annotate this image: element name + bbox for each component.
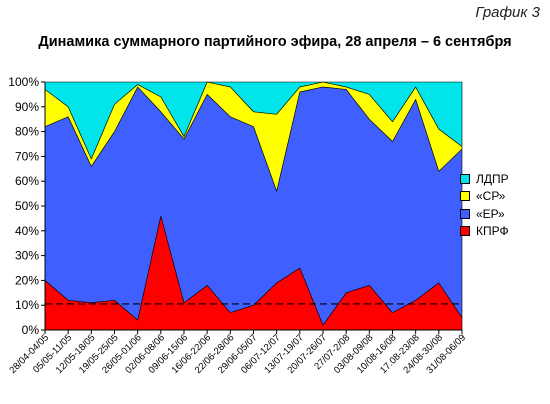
chart-title: Динамика суммарного партийного эфира, 28… [38,34,512,50]
y-tick-label: 10% [15,298,39,312]
y-tick-label: 90% [15,100,39,114]
legend-label-er: «ЕР» [476,206,505,221]
legend-swatch-er [460,208,470,219]
y-tick-label: 20% [15,273,39,287]
legend-swatch-kprf [460,226,470,237]
legend-item-ldpr: ЛДПР [460,170,509,188]
y-tick-label: 60% [15,174,39,188]
y-tick-label: 0% [22,323,40,337]
legend-item-kprf: КПРФ [460,223,509,241]
legend-label-ldpr: ЛДПР [476,171,509,186]
y-tick-label: 30% [15,249,39,263]
y-tick-label: 100% [8,75,39,89]
chart-legend: ЛДПР «СР» «ЕР» КПРФ [460,170,509,240]
y-tick-label: 70% [15,149,39,163]
legend-item-sr: «СР» [460,188,509,206]
y-tick-label: 50% [15,199,39,213]
chart-number-label: График 3 [475,4,540,21]
legend-label-kprf: КПРФ [476,224,509,239]
y-tick-label: 40% [15,224,39,238]
area-series-ldpr [44,81,463,160]
legend-swatch-sr [460,191,470,202]
legend-item-er: «ЕР» [460,205,509,223]
y-tick-label: 80% [15,125,39,139]
legend-label-sr: «СР» [476,189,506,204]
legend-swatch-ldpr [460,173,470,184]
